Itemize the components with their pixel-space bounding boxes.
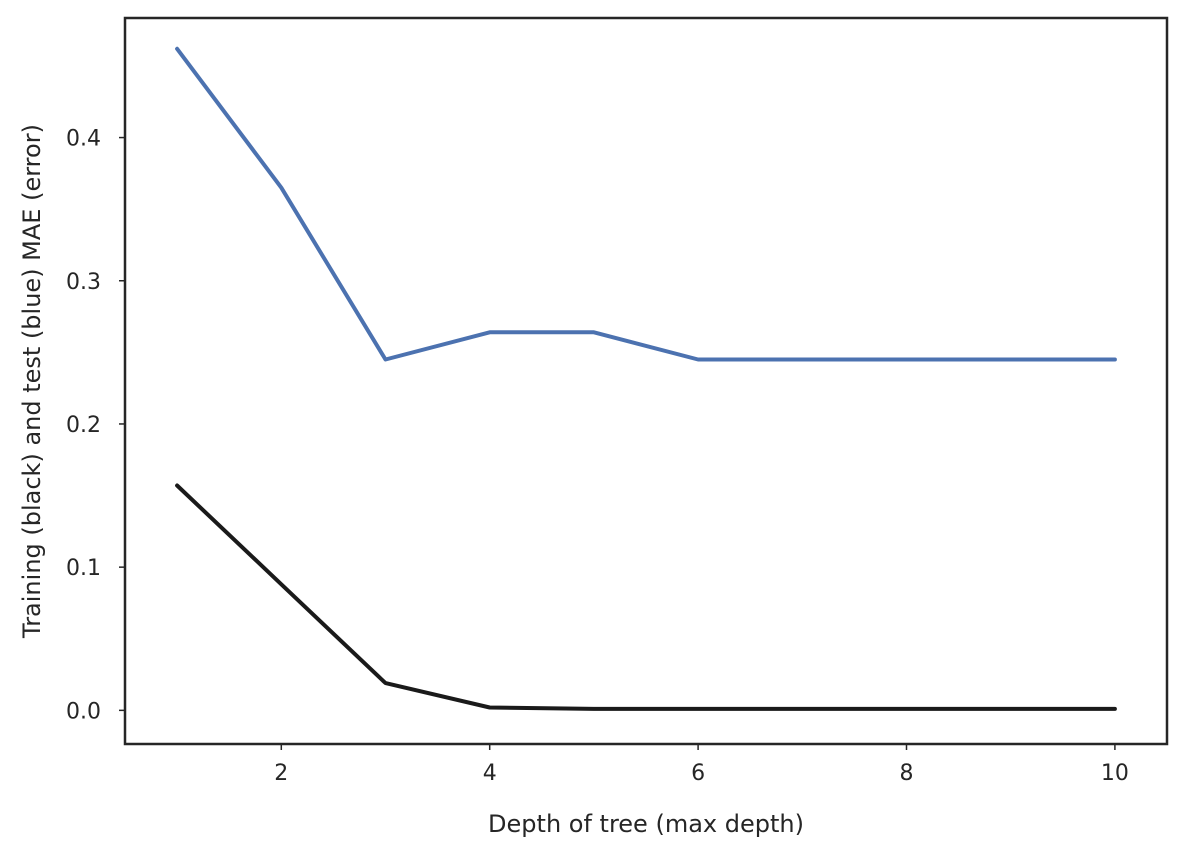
- y-tick-label: 0.1: [66, 556, 101, 581]
- y-tick-label: 0.4: [66, 127, 101, 152]
- x-tick-label: 2: [274, 761, 288, 786]
- x-axis-label: Depth of tree (max depth): [488, 810, 804, 838]
- x-axis: 2 4 6 8 10: [274, 744, 1129, 786]
- x-tick-label: 6: [691, 761, 705, 786]
- y-axis-label: Training (black) and test (blue) MAE (er…: [18, 124, 46, 639]
- x-tick-label: 8: [900, 761, 914, 786]
- series-line-1: [175, 483, 1117, 711]
- y-axis: 0.0 0.1 0.2 0.3 0.4: [66, 127, 125, 724]
- x-tick-label: 10: [1101, 761, 1129, 786]
- plot-area: [175, 46, 1117, 711]
- series-line-0: [175, 46, 1117, 362]
- y-tick-label: 0.2: [66, 413, 101, 438]
- y-tick-label: 0.0: [66, 699, 101, 724]
- x-tick-label: 4: [483, 761, 497, 786]
- plot-frame: [123, 16, 1169, 746]
- y-tick-label: 0.3: [66, 270, 101, 295]
